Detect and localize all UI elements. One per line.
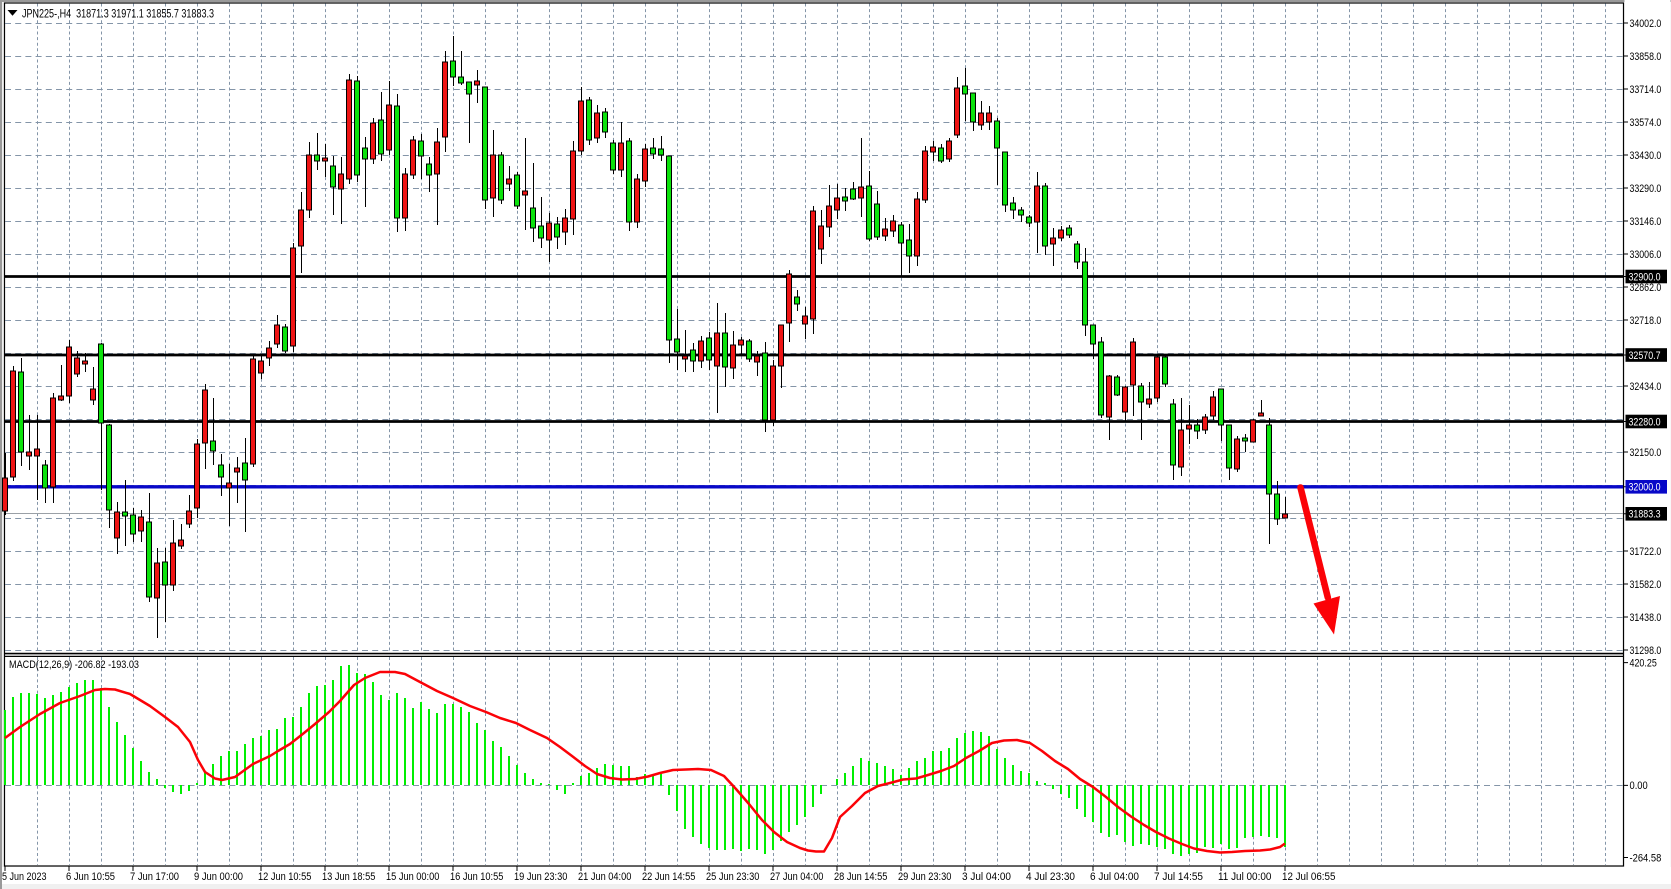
- svg-text:25 Jun 23:30: 25 Jun 23:30: [706, 871, 759, 883]
- svg-text:33714.0: 33714.0: [1630, 84, 1662, 96]
- svg-text:27 Jun 04:00: 27 Jun 04:00: [770, 871, 823, 883]
- svg-text:3 Jul 04:00: 3 Jul 04:00: [962, 871, 1011, 883]
- svg-text:32570.7: 32570.7: [1629, 350, 1661, 362]
- svg-text:420.25: 420.25: [1630, 657, 1657, 669]
- svg-text:31883.3: 31883.3: [1629, 509, 1661, 521]
- svg-text:13 Jun 18:55: 13 Jun 18:55: [322, 871, 375, 883]
- svg-text:12 Jul 06:55: 12 Jul 06:55: [1282, 871, 1335, 883]
- svg-text:31582.0: 31582.0: [1630, 579, 1662, 591]
- svg-text:33430.0: 33430.0: [1630, 150, 1662, 162]
- svg-text:32434.0: 32434.0: [1630, 381, 1662, 393]
- svg-text:4 Jul 23:30: 4 Jul 23:30: [1026, 871, 1075, 883]
- svg-text:31722.0: 31722.0: [1630, 546, 1662, 558]
- svg-text:12 Jun 10:55: 12 Jun 10:55: [258, 871, 311, 883]
- svg-text:16 Jun 10:55: 16 Jun 10:55: [450, 871, 503, 883]
- svg-text:33006.0: 33006.0: [1630, 249, 1662, 261]
- svg-text:6 Jul 04:00: 6 Jul 04:00: [1090, 871, 1139, 883]
- svg-text:31438.0: 31438.0: [1630, 612, 1662, 624]
- svg-text:34002.0: 34002.0: [1630, 18, 1662, 30]
- svg-text:33290.0: 33290.0: [1630, 183, 1662, 195]
- svg-text:32150.0: 32150.0: [1630, 447, 1662, 459]
- svg-text:7 Jul 14:55: 7 Jul 14:55: [1154, 871, 1203, 883]
- svg-text:33858.0: 33858.0: [1630, 51, 1662, 63]
- svg-text:-264.58: -264.58: [1630, 852, 1662, 864]
- svg-text:19 Jun 23:30: 19 Jun 23:30: [514, 871, 567, 883]
- svg-text:6 Jun 10:55: 6 Jun 10:55: [66, 871, 115, 883]
- svg-text:33574.0: 33574.0: [1630, 117, 1662, 129]
- svg-text:32862.0: 32862.0: [1630, 282, 1662, 294]
- svg-text:29 Jun 23:30: 29 Jun 23:30: [898, 871, 951, 883]
- svg-text:5 Jun 2023: 5 Jun 2023: [2, 871, 47, 883]
- svg-text:22 Jun 14:55: 22 Jun 14:55: [642, 871, 695, 883]
- svg-text:MACD(12,26,9) -206.82 -193.03: MACD(12,26,9) -206.82 -193.03: [9, 659, 139, 671]
- svg-text:21 Jun 04:00: 21 Jun 04:00: [578, 871, 631, 883]
- svg-text:0.00: 0.00: [1630, 780, 1648, 792]
- svg-text:JPN225-,H4 31871.3 31971.1 31: JPN225-,H4 31871.3 31971.1 31855.7 31883…: [22, 7, 214, 21]
- svg-text:28 Jun 14:55: 28 Jun 14:55: [834, 871, 887, 883]
- svg-text:32900.0: 32900.0: [1629, 271, 1661, 283]
- svg-text:32000.0: 32000.0: [1629, 482, 1661, 494]
- svg-text:15 Jun 00:00: 15 Jun 00:00: [386, 871, 439, 883]
- svg-text:32718.0: 32718.0: [1630, 315, 1662, 327]
- svg-text:11 Jul 00:00: 11 Jul 00:00: [1218, 871, 1271, 883]
- svg-text:31298.0: 31298.0: [1630, 645, 1662, 657]
- svg-text:32280.0: 32280.0: [1629, 416, 1661, 428]
- svg-text:33146.0: 33146.0: [1630, 216, 1662, 228]
- svg-text:7 Jun 17:00: 7 Jun 17:00: [130, 871, 179, 883]
- svg-text:9 Jun 00:00: 9 Jun 00:00: [194, 871, 243, 883]
